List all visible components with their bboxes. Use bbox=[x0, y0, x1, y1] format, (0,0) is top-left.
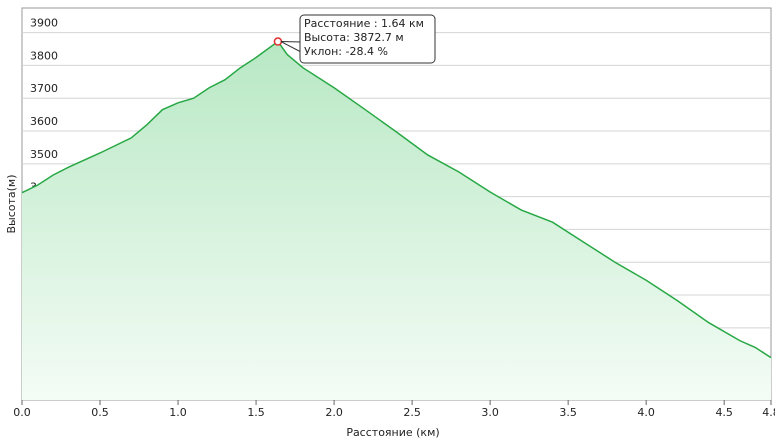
tooltip-text: Высота: 3872.7 м bbox=[304, 31, 404, 44]
x-tick-label: 2.0 bbox=[325, 406, 343, 419]
x-tick-label: 4.5 bbox=[715, 406, 733, 419]
y-tick-label: 3800 bbox=[30, 49, 58, 62]
y-tick-label: 3700 bbox=[30, 82, 58, 95]
x-tick-label: 1.0 bbox=[169, 406, 187, 419]
x-tick-label: 4.8 bbox=[762, 406, 775, 419]
x-tick-label: 0.0 bbox=[13, 406, 31, 419]
x-tick-label: 4.0 bbox=[637, 406, 655, 419]
x-tick-label: 2.5 bbox=[403, 406, 421, 419]
tooltip-text: Расстояние : 1.64 км bbox=[304, 17, 424, 30]
marker bbox=[273, 37, 283, 46]
tooltip-text: Уклон: -28.4 % bbox=[304, 45, 388, 58]
y-axis-label: Высота(м) bbox=[5, 174, 18, 233]
y-tick-label: 3900 bbox=[30, 17, 58, 30]
x-tick-label: 3.0 bbox=[481, 406, 499, 419]
tooltip-box bbox=[299, 14, 436, 64]
y-tick-label: 3500 bbox=[30, 148, 58, 161]
y-tick-label: 3600 bbox=[30, 115, 58, 128]
line bbox=[21, 40, 772, 359]
x-tick-label: 0.5 bbox=[91, 406, 109, 419]
x-tick-label: 3.5 bbox=[559, 406, 577, 419]
x-axis-label: Расстояние (км) bbox=[346, 426, 439, 439]
x-tick-label: 1.5 bbox=[247, 406, 265, 419]
area bbox=[22, 41, 771, 400]
